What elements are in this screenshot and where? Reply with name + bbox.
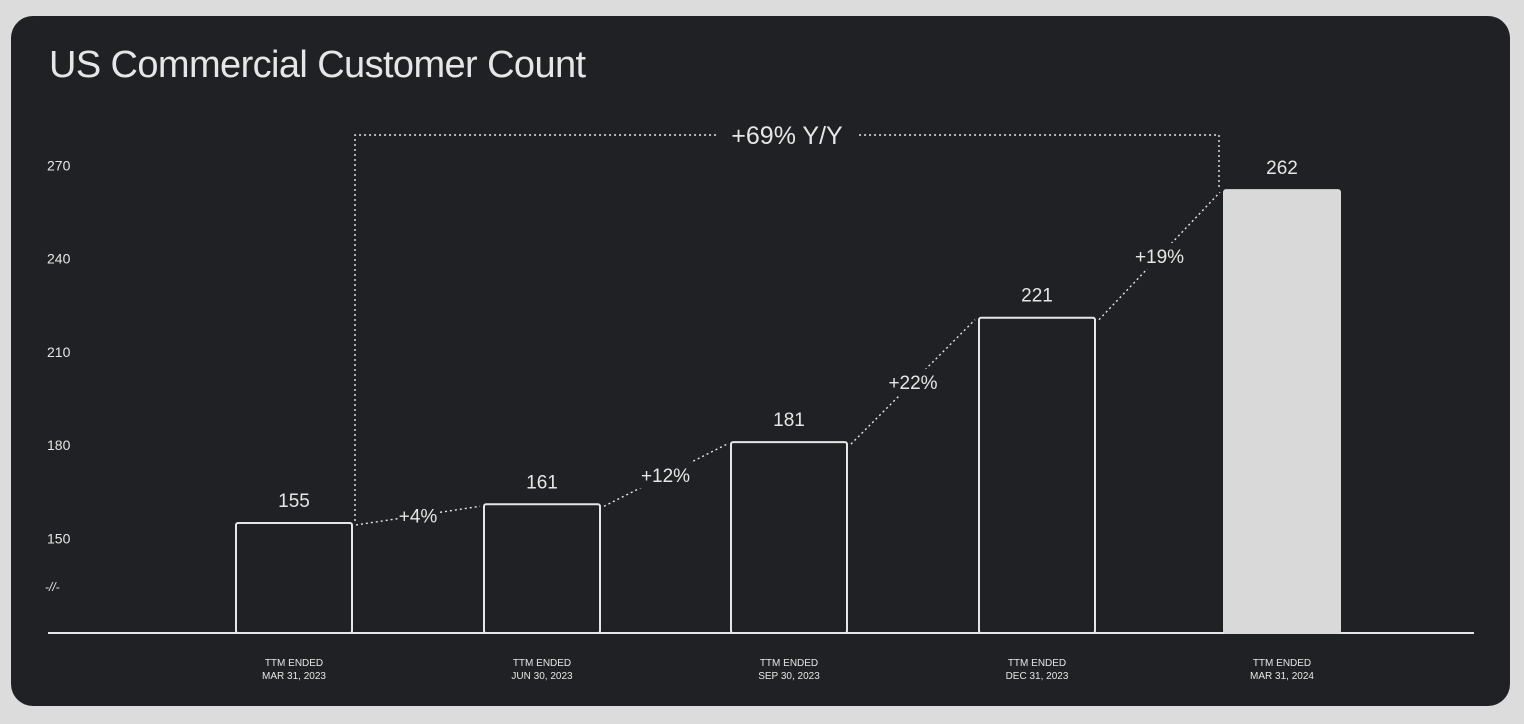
y-tick-label: 210 bbox=[47, 344, 71, 360]
bar-value-label: 262 bbox=[1266, 158, 1298, 179]
growth-connector bbox=[355, 505, 481, 526]
x-tick-label: TTM ENDED bbox=[513, 658, 571, 669]
chart-card: US Commercial Customer Count 270 240 210 18… bbox=[11, 16, 1510, 706]
bar bbox=[235, 521, 353, 635]
x-tick-label: TTM ENDED bbox=[1008, 658, 1066, 669]
growth-label: +19% bbox=[1135, 247, 1184, 268]
bar-value-label: 181 bbox=[773, 410, 805, 431]
axis-break-symbol: -//- bbox=[45, 580, 60, 594]
y-tick-label: 240 bbox=[47, 251, 71, 267]
x-tick-label: MAR 31, 2024 bbox=[1250, 671, 1314, 682]
growth-label: +12% bbox=[641, 466, 690, 487]
yoy-label-bg bbox=[717, 119, 857, 151]
x-tick-label: TTM ENDED bbox=[760, 658, 818, 669]
bar-value-label: 161 bbox=[526, 472, 558, 493]
growth-label-bg bbox=[639, 462, 692, 489]
x-tick-label: TTM ENDED bbox=[265, 658, 323, 669]
growth-connector bbox=[1098, 191, 1221, 321]
x-tick-label: DEC 31, 2023 bbox=[1006, 671, 1069, 682]
bar-value-label: 155 bbox=[278, 491, 310, 512]
y-tick-label: 150 bbox=[47, 531, 71, 547]
y-tick-label: 270 bbox=[47, 157, 71, 173]
x-tick-label: TTM ENDED bbox=[1253, 658, 1311, 669]
growth-label: +22% bbox=[888, 373, 937, 394]
bar bbox=[978, 316, 1096, 634]
growth-label-bg bbox=[397, 502, 439, 529]
x-tick-label: SEP 30, 2023 bbox=[758, 671, 820, 682]
yoy-bracket bbox=[354, 134, 1220, 521]
x-tick-label: JUN 30, 2023 bbox=[511, 671, 573, 682]
bar bbox=[730, 441, 848, 634]
bar bbox=[1223, 189, 1341, 634]
bar-value-label: 221 bbox=[1021, 286, 1053, 307]
bar bbox=[483, 503, 601, 635]
growth-label-bg bbox=[887, 368, 939, 395]
growth-connector bbox=[850, 319, 976, 445]
y-tick-label: 180 bbox=[47, 437, 71, 453]
chart-title: US Commercial Customer Count bbox=[49, 44, 586, 86]
x-tick-label: MAR 31, 2023 bbox=[262, 671, 326, 682]
growth-label-bg bbox=[1133, 242, 1186, 269]
yoy-label: +69% Y/Y bbox=[731, 122, 843, 150]
bar-chart: 270 240 210 180 150 -//- 155 TTM ENDED MAR 31, 2… bbox=[45, 119, 1474, 682]
growth-label: +4% bbox=[399, 507, 438, 528]
